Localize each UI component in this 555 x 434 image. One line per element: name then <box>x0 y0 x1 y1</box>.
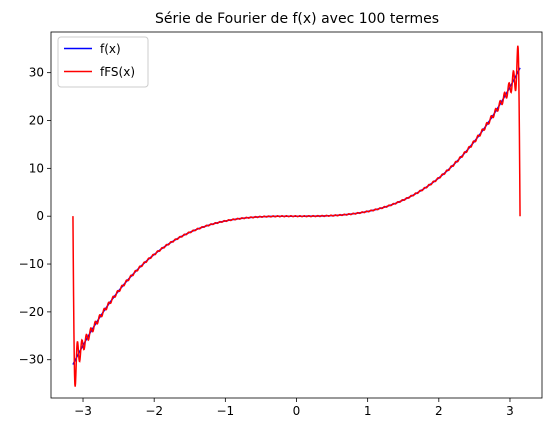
plot-area <box>72 45 521 387</box>
x-tick-label: −3 <box>74 404 92 418</box>
y-tick-label: −20 <box>19 305 44 319</box>
x-tick-label: −2 <box>145 404 163 418</box>
y-tick-label: 0 <box>36 209 44 223</box>
x-tick-label: −1 <box>216 404 234 418</box>
legend: f(x) fFS(x) <box>57 36 149 88</box>
x-tick-label: 0 <box>293 404 301 418</box>
x-axis: −3 −2 −1 0 1 2 3 <box>74 398 514 418</box>
y-axis: −30 −20 −10 0 10 20 30 <box>19 66 51 367</box>
y-tick-label: 30 <box>29 66 44 80</box>
plot-frame <box>50 31 543 399</box>
legend-label-ffs: fFS(x) <box>100 65 135 79</box>
chart-title: Série de Fourier de f(x) avec 100 termes <box>155 11 439 27</box>
y-tick-label: 10 <box>29 161 44 175</box>
legend-label-f: f(x) <box>100 42 121 56</box>
y-tick-label: −30 <box>19 353 44 367</box>
y-tick-label: 20 <box>29 114 44 128</box>
legend-box <box>57 36 149 88</box>
x-tick-label: 3 <box>506 404 514 418</box>
y-tick-label: −10 <box>19 257 44 271</box>
series-line-ffs <box>72 45 521 387</box>
x-tick-label: 2 <box>435 404 443 418</box>
x-tick-label: 1 <box>364 404 372 418</box>
